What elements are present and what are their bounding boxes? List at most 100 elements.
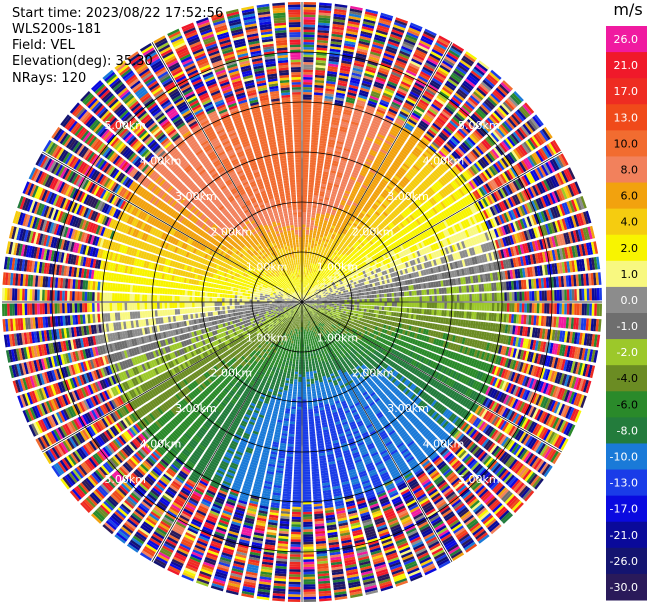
velocity-gate [376, 310, 379, 314]
velocity-gate [346, 309, 349, 312]
velocity-gate [584, 288, 587, 301]
velocity-gate [323, 222, 328, 226]
velocity-gate [369, 53, 381, 60]
velocity-gate [341, 304, 345, 307]
velocity-gate [419, 73, 430, 81]
velocity-gate [481, 302, 485, 311]
velocity-gate [411, 308, 415, 314]
velocity-gate [458, 311, 462, 318]
velocity-gate [325, 83, 336, 87]
velocity-gate [345, 99, 355, 104]
velocity-gate [358, 202, 365, 208]
velocity-gate [571, 303, 575, 315]
velocity-gate [373, 83, 384, 90]
velocity-gate [303, 27, 315, 30]
velocity-gate [340, 123, 349, 128]
velocity-gate [404, 71, 416, 79]
velocity-gate [318, 268, 321, 272]
velocity-gate [381, 289, 384, 294]
velocity-gate [564, 303, 567, 315]
velocity-gate [391, 164, 399, 170]
velocity-gate [436, 39, 449, 48]
velocity-gate [509, 303, 512, 312]
velocity-gate [383, 52, 395, 59]
velocity-gate [371, 306, 375, 310]
velocity-gate [303, 282, 304, 285]
velocity-gate [369, 51, 381, 57]
velocity-gate [357, 97, 367, 102]
velocity-gate [304, 289, 306, 293]
velocity-gate [327, 221, 332, 225]
velocity-gate [359, 212, 365, 217]
velocity-gate [317, 30, 330, 34]
velocity-gate [317, 228, 321, 232]
velocity-gate [339, 243, 343, 248]
velocity-gate [326, 149, 334, 153]
velocity-gate [463, 285, 467, 293]
velocity-gate [386, 288, 389, 293]
velocity-gate [396, 138, 405, 145]
velocity-gate [302, 247, 305, 250]
velocity-gate [396, 297, 400, 302]
velocity-gate [340, 67, 351, 72]
velocity-gate [351, 190, 357, 195]
velocity-gate [392, 144, 401, 151]
velocity-gate [303, 72, 313, 75]
velocity-gate [441, 302, 445, 309]
velocity-gate [332, 188, 338, 193]
velocity-gate [363, 292, 367, 296]
velocity-gate [318, 198, 324, 202]
velocity-gate [317, 241, 321, 245]
velocity-gate [504, 303, 507, 312]
velocity-gate [331, 305, 335, 307]
velocity-gate [392, 66, 404, 74]
velocity-gate [359, 126, 368, 132]
velocity-gate [397, 135, 406, 143]
velocity-gate [355, 218, 361, 223]
velocity-gate [401, 45, 413, 53]
velocity-gate [357, 176, 364, 182]
velocity-gate [376, 172, 383, 178]
velocity-gate [364, 160, 372, 166]
velocity-gate [311, 271, 314, 274]
velocity-gate [378, 150, 387, 157]
velocity-gate [370, 48, 382, 55]
velocity-gate [396, 57, 408, 64]
velocity-gate [346, 25, 359, 31]
velocity-gate [394, 292, 397, 297]
velocity-gate [386, 135, 395, 142]
velocity-gate [320, 133, 328, 137]
velocity-gate [393, 24, 406, 31]
velocity-gate [407, 29, 420, 37]
velocity-gate [417, 75, 429, 83]
velocity-gate [333, 109, 342, 114]
velocity-gate [381, 94, 392, 101]
velocity-gate [303, 42, 315, 45]
velocity-gate [388, 311, 392, 316]
velocity-gate [382, 57, 393, 64]
velocity-gate [303, 267, 306, 270]
velocity-gate [355, 104, 365, 110]
velocity-gate [367, 153, 375, 160]
velocity-gate [364, 11, 378, 17]
velocity-gate [328, 179, 334, 184]
velocity-gate [378, 289, 382, 294]
velocity-gate [332, 302, 335, 304]
velocity-gate [355, 52, 367, 58]
velocity-gate [304, 254, 307, 258]
velocity-gate [464, 294, 467, 302]
velocity-gate [374, 306, 377, 310]
velocity-gate [325, 264, 329, 268]
velocity-gate [319, 303, 322, 305]
velocity-gate [410, 22, 423, 30]
velocity-gate [356, 308, 360, 311]
velocity-gate [303, 295, 305, 298]
velocity-gate [324, 93, 334, 97]
velocity-gate [353, 310, 357, 314]
velocity-gate [310, 278, 312, 282]
velocity-gate [313, 269, 317, 273]
velocity-gate [444, 302, 447, 309]
velocity-gate [319, 219, 324, 223]
velocity-gate [409, 62, 420, 70]
velocity-gate [420, 96, 431, 105]
